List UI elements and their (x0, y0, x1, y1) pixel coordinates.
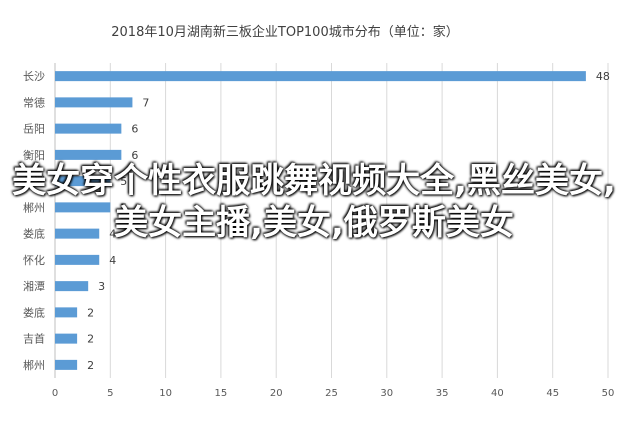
x-tick-label: 5 (107, 388, 113, 399)
category-label: 吉首 (23, 332, 45, 346)
data-label: 7 (142, 96, 149, 109)
data-label: 2 (87, 359, 94, 372)
category-label: 娄底 (23, 227, 45, 241)
category-label: 岳阳 (23, 123, 45, 136)
bar (55, 254, 100, 265)
x-tick-label: 30 (380, 388, 393, 399)
category-label: 衡阳 (23, 149, 45, 162)
x-tick-label: 10 (159, 388, 172, 399)
bar (55, 202, 111, 213)
category-label: 湘潭 (23, 279, 45, 293)
bar (55, 333, 78, 344)
x-tick-label: 25 (325, 388, 338, 399)
gridlines (54, 63, 609, 378)
bar (55, 97, 133, 108)
data-label: 5 (120, 201, 127, 214)
category-label: 郴州 (23, 200, 45, 214)
category-label: 怀化 (23, 253, 45, 267)
data-label: 5 (120, 175, 127, 188)
x-tick-label: 45 (546, 388, 559, 399)
data-label: 2 (87, 333, 94, 346)
bars (55, 71, 586, 370)
data-label: 6 (131, 149, 138, 162)
category-label: 郴州 (23, 358, 45, 372)
data-label: 48 (596, 70, 610, 83)
x-tick-label: 35 (436, 388, 449, 399)
bar (55, 359, 78, 370)
x-tick-labels: 0 5 10 15 20 25 30 35 40 45 50 (52, 388, 615, 399)
x-tick-label: 50 (602, 388, 615, 399)
bar (55, 228, 100, 239)
overlay-caption: 美女穿个性衣服跳舞视频大全,黑丝美女,美女主播,美女,俄罗斯美女 (12, 161, 616, 243)
x-tick-label: 0 (52, 388, 58, 399)
x-tick-label: 15 (215, 388, 228, 399)
bar (55, 71, 586, 82)
data-label: 4 (109, 228, 116, 241)
category-label: 常德 (23, 95, 45, 109)
x-tick-label: 40 (491, 388, 504, 399)
category-label: 娄底 (23, 305, 45, 319)
data-label: 6 (131, 123, 138, 136)
category-label: 长沙 (23, 70, 45, 83)
data-label: 2 (87, 306, 94, 319)
bar (55, 307, 78, 318)
category-label: 株洲 (23, 174, 45, 188)
data-label: 3 (98, 280, 105, 293)
x-tick-label: 20 (270, 388, 283, 399)
data-label: 4 (109, 254, 116, 267)
bar (55, 149, 122, 160)
bar (55, 281, 89, 292)
bar (55, 176, 111, 187)
bar (55, 123, 122, 134)
chart-title: 2018年10月湖南新三板企业TOP100城市分布（单位：家） (111, 24, 458, 40)
